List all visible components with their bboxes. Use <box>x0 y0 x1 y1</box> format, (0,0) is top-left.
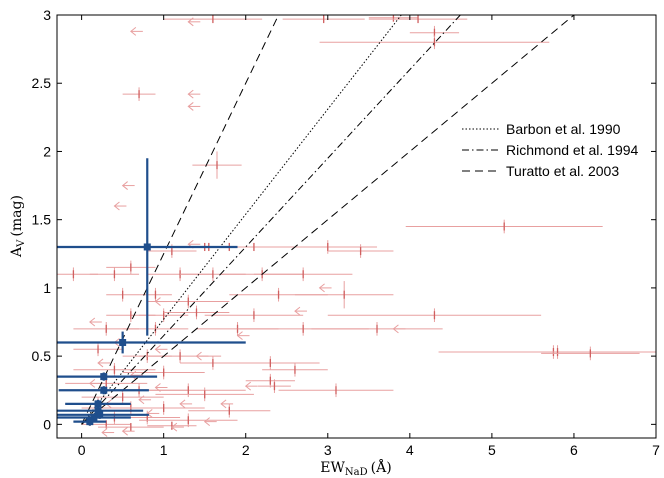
upper-limit-arrow <box>171 422 184 432</box>
y-tick-label: 3 <box>43 7 51 23</box>
y-axis-title: AV(mag) <box>9 195 27 258</box>
x-tick-label: 4 <box>406 442 414 458</box>
relation-line <box>81 15 575 425</box>
upper-limit-arrow <box>179 399 193 409</box>
data-point <box>155 387 254 402</box>
upper-limit-arrow <box>294 306 307 316</box>
data-point <box>147 421 197 430</box>
data-point <box>368 15 468 24</box>
upper-limit-arrow <box>187 102 201 111</box>
data-point <box>405 219 603 234</box>
binned-point <box>58 386 149 395</box>
data-point <box>262 362 328 377</box>
legend: Barbon et al. 1990 Richmond et al. 1994 Tu… <box>462 121 639 179</box>
relation-line <box>81 15 462 425</box>
data-point <box>327 308 542 323</box>
relation-line <box>81 15 402 425</box>
data-point <box>122 401 205 415</box>
data-point <box>541 346 640 361</box>
y-tick-label: 2 <box>43 143 51 159</box>
y-tick-label: 0 <box>43 416 51 432</box>
data-point <box>253 267 353 282</box>
upper-limit-arrow <box>121 181 135 190</box>
upper-limit-arrow <box>392 324 406 334</box>
x-tick-label: 2 <box>242 442 250 458</box>
axis-ticks: 0 1 2 3 4 5 6 7 0 0.5 1 1.5 2 2.5 3 <box>32 7 661 458</box>
upper-limit-arrow <box>121 426 135 436</box>
x-axis-title: EWNaD (Å) <box>320 458 391 478</box>
upper-limit-arrow <box>130 370 143 380</box>
y-tick-label: 2.5 <box>32 75 52 91</box>
data-point <box>163 305 230 320</box>
data-point <box>319 35 550 50</box>
data-point <box>122 322 189 336</box>
upper-limit-arrow <box>244 381 258 391</box>
data-point <box>245 373 295 388</box>
binned-point <box>57 413 131 422</box>
upper-limit-arrow <box>318 283 332 293</box>
upper-limit-arrow <box>195 351 209 361</box>
data-point <box>106 287 140 302</box>
upper-limit-arrow <box>220 399 234 409</box>
data-point <box>188 403 271 418</box>
data-point <box>221 356 320 370</box>
upper-limit-arrow <box>89 379 102 388</box>
upper-limit-arrow <box>187 89 201 99</box>
data-point <box>98 422 164 432</box>
y-tick-label: 1 <box>43 280 51 296</box>
plot-frame <box>56 14 657 439</box>
upper-limit-arrow <box>130 26 143 36</box>
legend-label: Richmond et al. 1994 <box>506 142 639 158</box>
binned-point <box>57 158 238 336</box>
data-point <box>282 15 365 24</box>
upper-limit-arrow <box>89 317 102 327</box>
upper-limit-arrow <box>146 409 160 418</box>
data-point <box>258 379 291 393</box>
y-tick-label: 1.5 <box>32 212 52 228</box>
x-tick-label: 7 <box>652 442 660 458</box>
data-point <box>122 365 205 380</box>
data-point <box>311 322 443 336</box>
legend-label: Barbon et al. 1990 <box>506 121 621 137</box>
data-point <box>294 281 394 309</box>
x-tick-label: 6 <box>570 442 578 458</box>
data-point <box>73 362 156 377</box>
y-tick-label: 0.5 <box>32 348 52 364</box>
legend-label: Turatto et al. 2003 <box>506 163 619 179</box>
data-point <box>192 151 242 179</box>
binned-point <box>73 417 107 426</box>
upper-limit-arrow <box>97 358 111 368</box>
binned-point <box>57 372 158 381</box>
data-layer <box>57 15 656 437</box>
data-point <box>139 413 238 428</box>
relation-lines <box>81 15 575 425</box>
data-point <box>73 342 123 357</box>
upper-limit-arrow <box>203 417 217 427</box>
upper-limit-arrow <box>154 383 168 392</box>
data-point <box>327 244 394 258</box>
data-point <box>483 345 632 359</box>
upper-limit-arrow <box>154 344 168 354</box>
data-point <box>278 383 394 398</box>
upper-limit-arrow <box>101 428 115 437</box>
x-tick-label: 3 <box>324 442 332 458</box>
x-tick-label: 5 <box>488 442 496 458</box>
upper-limit-arrow <box>236 331 250 341</box>
binned-layer <box>57 158 246 426</box>
x-tick-label: 0 <box>78 442 86 458</box>
data-point <box>122 87 156 101</box>
data-point <box>204 308 304 323</box>
upper-limit-arrow <box>113 201 127 211</box>
upper-limit-arrow <box>138 395 152 405</box>
x-tick-label: 1 <box>160 442 168 458</box>
binned-point <box>57 331 246 354</box>
upper-limit-arrow <box>187 17 201 27</box>
upper-limit-arrow <box>154 297 168 306</box>
